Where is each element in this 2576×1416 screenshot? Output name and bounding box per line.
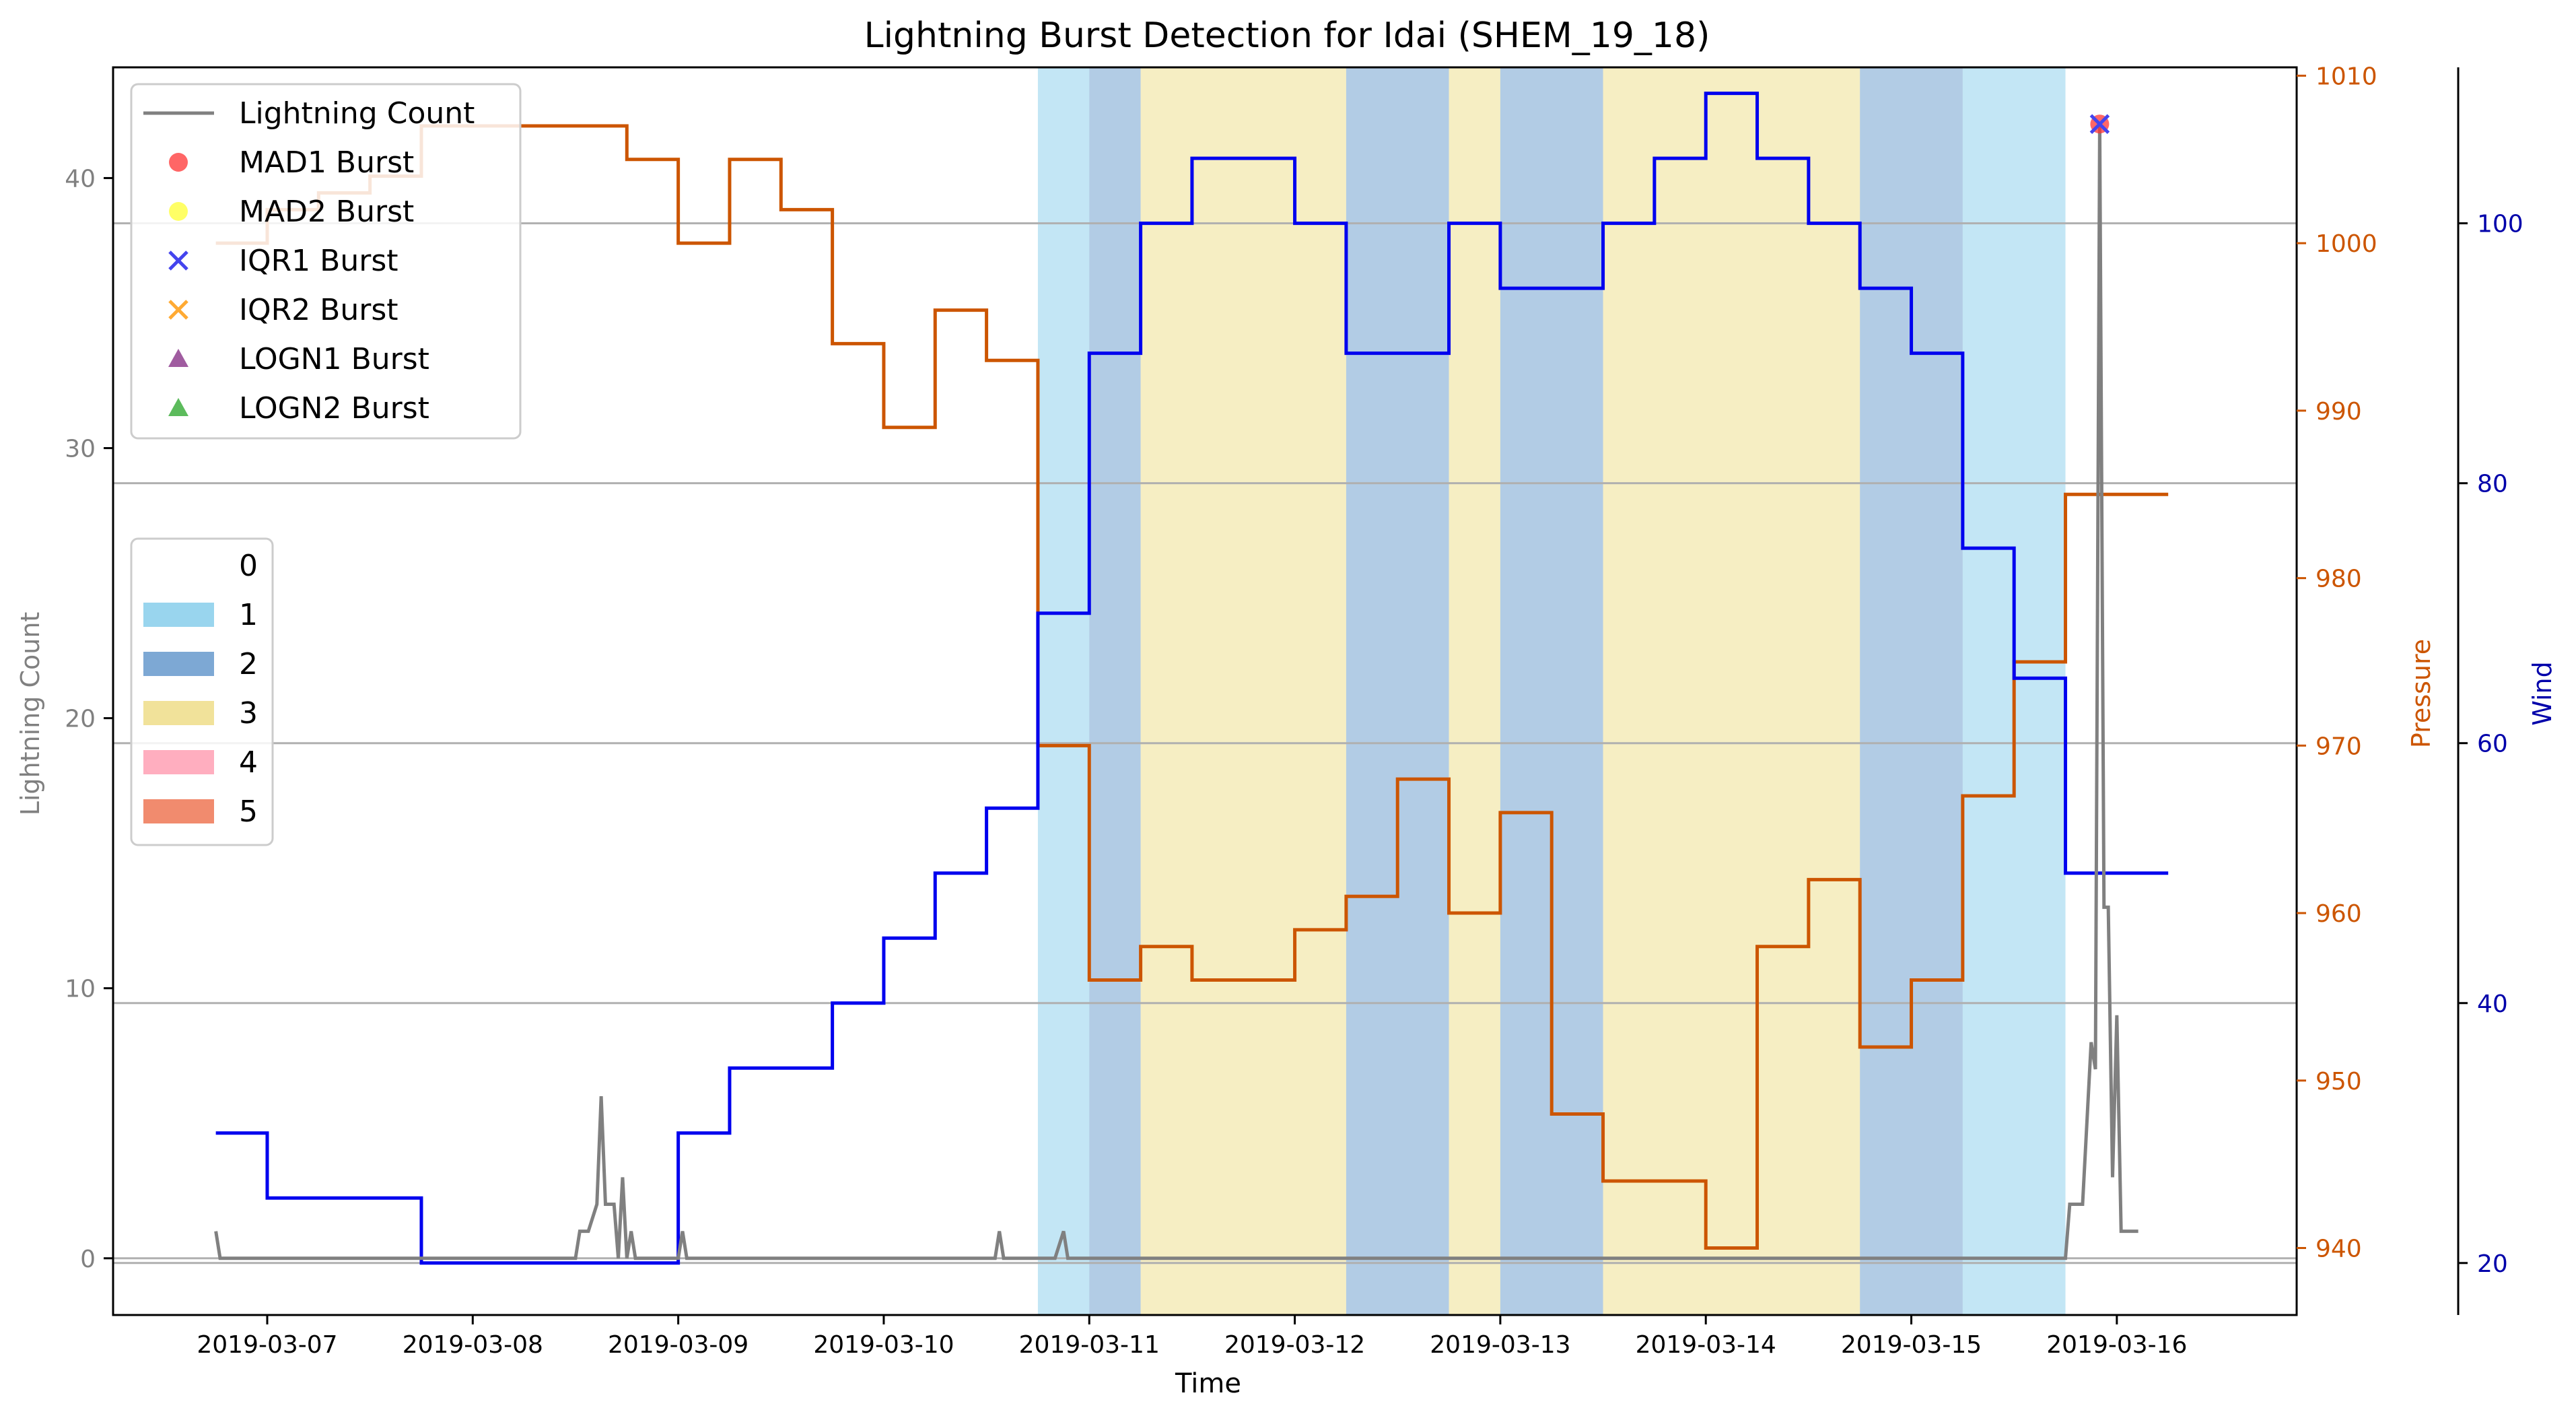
legend-swatch-triangle (168, 398, 188, 416)
category-band-2 (1089, 67, 1141, 1315)
legend-label: LOGN2 Burst (239, 391, 429, 426)
y-axis-label-lightning: Lightning Count (15, 612, 45, 816)
x-tick-label: 2019-03-15 (1841, 1331, 1982, 1359)
legend-swatch-circle (169, 153, 188, 172)
legend-categories: 0 1 2 3 4 5 (130, 537, 274, 846)
y-tick-label-lightning: 10 (65, 976, 96, 1003)
y-tick-label-pressure: 970 (2316, 733, 2362, 760)
category-band-3 (1449, 67, 1500, 1315)
legend-series: Lightning Count MAD1 Burst MAD2 Burst IQR1 … (130, 83, 522, 440)
y-tick-label-wind: 100 (2477, 211, 2523, 238)
legend-category-swatch (143, 799, 214, 823)
burst-marker-iqr1-stroke (2089, 114, 2110, 134)
legend-category-label: 4 (239, 745, 258, 780)
legend-swatch-x (168, 300, 188, 320)
category-band-3 (1603, 67, 1860, 1315)
legend-swatch-circle (169, 202, 188, 221)
y-tick-label-wind: 20 (2477, 1250, 2508, 1278)
legend-category-label: 1 (239, 598, 258, 632)
legend-category-swatch (143, 701, 214, 725)
legend-label: Lightning Count (239, 96, 475, 131)
burst-marker-iqr1 (2089, 114, 2110, 134)
legend-label: IQR1 Burst (239, 244, 398, 278)
y-tick-label-lightning: 20 (65, 706, 96, 733)
plot-frame (112, 66, 2298, 1316)
y-tick-label-pressure: 980 (2316, 566, 2362, 593)
y-axis-label-wind: Wind (2528, 661, 2557, 726)
legend-category-label: 5 (239, 795, 258, 829)
y-tick-label-pressure: 1000 (2316, 230, 2377, 258)
legend-label: MAD2 Burst (239, 195, 414, 229)
legend-category-swatch (143, 603, 214, 627)
legend-swatch-x (168, 250, 188, 271)
x-tick-label: 2019-03-09 (608, 1331, 749, 1359)
legend-category-swatch (143, 652, 214, 676)
series-layer (214, 92, 2169, 1265)
legend-label: IQR2 Burst (239, 293, 398, 327)
y-tick-label-pressure: 940 (2316, 1236, 2362, 1263)
category-band-2 (1860, 67, 1963, 1315)
y-axis-label-pressure: Pressure (2406, 639, 2436, 748)
legend-label: LOGN1 Burst (239, 342, 429, 376)
chart-title: Lightning Burst Detection for Idai (SHEM… (864, 15, 1710, 56)
x-tick-label: 2019-03-14 (1636, 1331, 1776, 1359)
category-bands (1037, 67, 2066, 1315)
category-band-2 (1346, 67, 1449, 1315)
legend-swatch-triangle (168, 349, 188, 367)
y-tick-label-wind: 60 (2477, 731, 2508, 758)
legend-series-box (130, 83, 522, 440)
legend-category-swatch (143, 750, 214, 774)
category-band-3 (1140, 67, 1346, 1315)
lightning-line (214, 124, 2138, 1260)
legend-category-label: 2 (239, 647, 258, 681)
category-band-1 (1037, 67, 1090, 1315)
x-tick-label: 2019-03-13 (1430, 1331, 1570, 1359)
x-tick-label: 2019-03-08 (403, 1331, 543, 1359)
pressure-line (215, 124, 2169, 1250)
y-tick-label-pressure: 960 (2316, 900, 2362, 928)
y-tick-label-wind: 40 (2477, 990, 2508, 1018)
x-tick-label: 2019-03-07 (197, 1331, 337, 1359)
legend-category-swatch (143, 553, 214, 578)
legend-category-label: 0 (239, 549, 258, 583)
y-tick-label-pressure: 950 (2316, 1068, 2362, 1095)
y-tick-label-lightning: 40 (65, 165, 96, 193)
x-tick-label: 2019-03-10 (813, 1331, 954, 1359)
y-tick-label-pressure: 1010 (2316, 63, 2377, 90)
x-tick-label: 2019-03-16 (2046, 1331, 2187, 1359)
legend-category-label: 3 (239, 696, 258, 731)
wind-line (215, 92, 2169, 1265)
x-axis-label: Time (1175, 1368, 1241, 1399)
legend-label: MAD1 Burst (239, 145, 414, 180)
category-band-2 (1500, 67, 1603, 1315)
x-tick-label: 2019-03-11 (1019, 1331, 1160, 1359)
x-tick-label: 2019-03-12 (1224, 1331, 1365, 1359)
y-tick-label-lightning: 30 (65, 436, 96, 463)
y-tick-label-pressure: 990 (2316, 398, 2362, 426)
y-tick-label-wind: 80 (2477, 471, 2508, 498)
axes-layer: 2019-03-07 2019-03-08 2019-03-09 2019-03-10… (65, 63, 2523, 1359)
y-tick-label-lightning: 0 (80, 1246, 96, 1273)
